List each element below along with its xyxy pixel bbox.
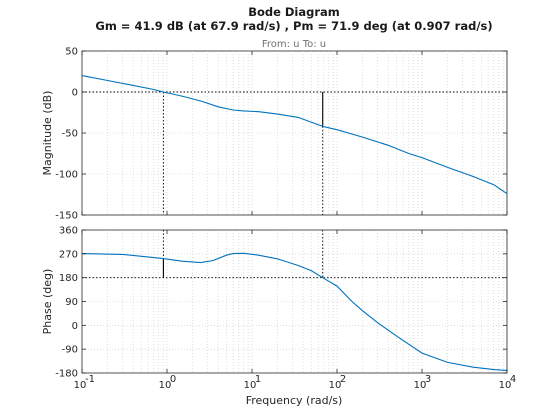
x-tick-exponent: 0 xyxy=(170,374,176,385)
x-tick-exponent: 4 xyxy=(510,374,516,385)
y-tick-label: 270 xyxy=(59,249,78,260)
x-tick-exponent: 1 xyxy=(255,374,261,385)
y-tick-label: -100 xyxy=(55,170,78,181)
y-tick-label: 0 xyxy=(72,88,78,99)
magnitude-y-label: Magnitude (dB) xyxy=(41,91,54,176)
magnitude-grid xyxy=(82,51,507,215)
y-tick-label: 50 xyxy=(65,47,78,58)
y-tick-label: 180 xyxy=(59,273,78,284)
x-tick-label: 10 xyxy=(159,380,172,391)
x-tick-label: 10 xyxy=(329,380,342,391)
y-tick-label: 90 xyxy=(65,297,78,308)
x-tick-exponent: 2 xyxy=(340,374,346,385)
y-tick-label: -180 xyxy=(55,369,78,380)
magnitude-panel: 50 0 -50 -100 -150 Magnitude (dB) xyxy=(41,47,508,222)
magnitude-curves xyxy=(81,75,508,195)
y-tick-label: -150 xyxy=(55,211,78,222)
x-tick-label: 10 xyxy=(499,380,512,391)
x-tick-label: 10 xyxy=(74,380,87,391)
phase-panel: 360 270 180 90 0 -90 -180 Phase (deg) xyxy=(41,226,508,380)
phase-reference xyxy=(82,230,507,279)
phase-curves xyxy=(81,252,508,371)
x-tick-label: 10 xyxy=(244,380,257,391)
chart-subtitle: Gm = 41.9 dB (at 67.9 rad/s) , Pm = 71.9… xyxy=(95,19,492,33)
x-axis-label: Frequency (rad/s) xyxy=(246,394,343,407)
magnitude-reference xyxy=(82,91,507,215)
x-tick-label: 10 xyxy=(414,380,427,391)
x-tick-exponent: 3 xyxy=(425,374,431,385)
y-tick-label: 0 xyxy=(72,321,78,332)
y-tick-label: -90 xyxy=(62,345,78,356)
y-tick-label: -50 xyxy=(62,129,78,140)
series-line xyxy=(81,252,508,371)
x-tick-exponent: -1 xyxy=(85,374,95,385)
io-label: From: u To: u xyxy=(262,39,326,50)
phase-y-ticks: 360 270 180 90 0 -90 -180 xyxy=(55,226,507,380)
y-tick-label: 360 xyxy=(59,226,78,237)
phase-y-label: Phase (deg) xyxy=(41,269,54,335)
chart-title: Bode Diagram xyxy=(248,5,340,19)
series-line xyxy=(81,75,508,195)
magnitude-y-ticks: 50 0 -50 -100 -150 xyxy=(55,47,507,222)
